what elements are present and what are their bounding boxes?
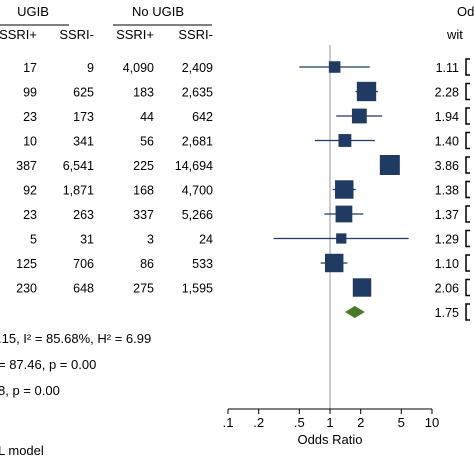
header-odds-ratio-top: Odd: [457, 4, 474, 19]
table-cell-no-neg: 2,681: [182, 135, 213, 149]
table-cell-no-neg: 642: [192, 110, 213, 124]
odds-ratio-value: 3.86: [435, 159, 459, 173]
table-cell-no-neg: 14,694: [175, 159, 213, 173]
table-cell-no-pos: 44: [140, 110, 154, 124]
ci-bracket: [465, 180, 470, 199]
x-tick-label: .5: [294, 415, 305, 430]
overall-ci-bracket: [465, 303, 470, 321]
study-marker: [328, 61, 341, 73]
x-tick-label: 10: [425, 415, 439, 430]
table-cell-no-neg: 2,409: [182, 61, 213, 75]
header-ssri-neg-2: SSRI-: [178, 27, 213, 42]
ci-bracket: [465, 278, 470, 297]
table-cell-ugib-pos: 387: [16, 159, 37, 173]
odds-ratio-value: 2.06: [435, 282, 459, 296]
table-cell-ugib-pos: 17: [23, 61, 37, 75]
footnote-model: L model: [0, 443, 44, 458]
header-no-ugib: No UGIB: [132, 4, 184, 19]
odds-ratio-value: 2.28: [435, 86, 459, 100]
table-cell-ugib-pos: 125: [16, 257, 37, 271]
odds-ratio-value: 1.94: [435, 110, 459, 124]
table-cell-no-pos: 225: [133, 159, 154, 173]
table-cell-no-pos: 275: [133, 282, 154, 296]
test-stat-line-2: 8, p = 0.00: [0, 383, 60, 398]
ci-bracket: [465, 254, 470, 272]
overall-odds-ratio-value: 1.75: [435, 306, 459, 320]
table-cell-no-pos: 56: [140, 135, 154, 149]
test-stat-line-1: = 87.46, p = 0.00: [0, 357, 96, 372]
study-marker: [352, 278, 372, 297]
ci-bracket: [465, 205, 470, 223]
heterogeneity-stats: .15, I² = 85.68%, H² = 6.99: [0, 331, 151, 346]
table-cell-ugib-pos: 5: [30, 233, 37, 247]
x-tick-label: .2: [253, 415, 264, 430]
table-cell-ugib-pos: 23: [23, 208, 37, 222]
table-cell-ugib-neg: 1,871: [63, 184, 94, 198]
odds-ratio-value: 1.11: [436, 61, 459, 75]
ci-bracket: [465, 82, 470, 101]
x-tick-label: .1: [223, 415, 234, 430]
table-cell-no-pos: 86: [140, 257, 154, 271]
x-tick-label: 1: [326, 415, 333, 430]
ci-bracket: [465, 131, 470, 150]
study-marker: [356, 81, 377, 102]
odds-ratio-value: 1.37: [435, 208, 459, 222]
study-marker: [338, 134, 352, 147]
table-cell-ugib-pos: 99: [23, 86, 37, 100]
ci-bracket: [465, 229, 470, 248]
ci-bracket: [465, 107, 470, 125]
study-marker: [336, 233, 347, 244]
study-marker: [351, 108, 367, 124]
table-cell-ugib-neg: 9: [87, 61, 94, 75]
table-cell-no-pos: 3: [147, 233, 154, 247]
overall-diamond: [344, 306, 365, 318]
table-cell-no-neg: 1,595: [182, 282, 213, 296]
study-marker: [379, 155, 400, 175]
ci-bracket: [465, 58, 470, 76]
table-cell-no-neg: 533: [192, 257, 213, 271]
table-cell-ugib-neg: 648: [73, 282, 94, 296]
table-cell-no-neg: 4,700: [182, 184, 213, 198]
x-axis-label: Odds Ratio: [297, 432, 362, 447]
study-marker: [335, 205, 353, 223]
header-ssri-neg-1: SSRI-: [59, 27, 94, 42]
table-cell-no-neg: 2,635: [182, 86, 213, 100]
table-cell-no-pos: 168: [133, 184, 154, 198]
header-odds-ratio-bottom: wit: [446, 27, 463, 42]
table-cell-ugib-neg: 706: [73, 257, 94, 271]
odds-ratio-value: 1.38: [435, 184, 459, 198]
table-cell-ugib-neg: 173: [73, 110, 94, 124]
odds-ratio-value: 1.40: [435, 135, 459, 149]
study-marker: [335, 180, 354, 199]
table-cell-ugib-pos: 10: [23, 135, 37, 149]
table-cell-ugib-pos: 92: [23, 184, 37, 198]
header-ssri-pos-2: SSRI+: [116, 27, 154, 42]
table-cell-no-pos: 337: [133, 208, 154, 222]
table-cell-no-neg: 5,266: [182, 208, 213, 222]
ci-bracket: [465, 156, 470, 174]
table-cell-no-neg: 24: [199, 233, 213, 247]
table-cell-no-pos: 183: [133, 86, 154, 100]
table-cell-ugib-pos: 230: [16, 282, 37, 296]
study-marker: [325, 253, 344, 273]
header-ugib: UGIB: [17, 4, 49, 19]
table-cell-ugib-pos: 23: [23, 110, 37, 124]
header-ssri-pos-1: SSRI+: [0, 27, 37, 42]
x-tick-label: 5: [398, 415, 405, 430]
table-cell-ugib-neg: 31: [80, 233, 94, 247]
table-cell-ugib-neg: 341: [73, 135, 94, 149]
table-cell-ugib-neg: 625: [73, 86, 94, 100]
x-tick-label: 2: [357, 415, 364, 430]
table-cell-ugib-neg: 263: [73, 208, 94, 222]
odds-ratio-value: 1.29: [435, 233, 459, 247]
table-cell-ugib-neg: 6,541: [63, 159, 94, 173]
odds-ratio-value: 1.10: [435, 257, 459, 271]
table-cell-no-pos: 4,090: [123, 61, 154, 75]
